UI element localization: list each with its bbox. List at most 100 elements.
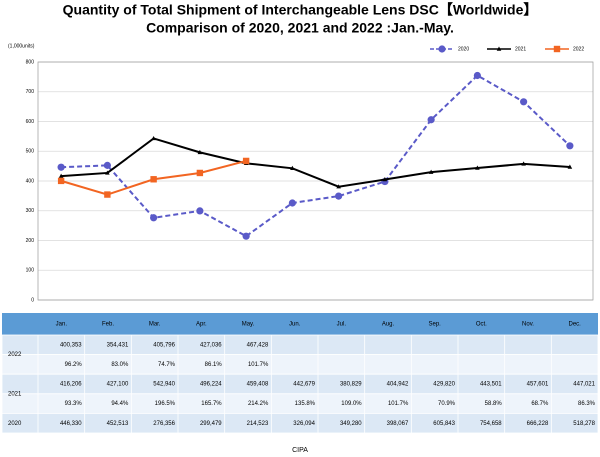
data-point bbox=[475, 165, 480, 170]
y-tick-label: 500 bbox=[26, 149, 35, 155]
data-point bbox=[473, 71, 481, 80]
table-cell: 165.7% bbox=[201, 401, 222, 407]
table-cell: 443,501 bbox=[480, 382, 502, 388]
table-header: Nov. bbox=[522, 322, 534, 328]
table-cell: 214.2% bbox=[248, 401, 269, 407]
table-row-bg bbox=[1, 412, 599, 434]
y-tick-label: 700 bbox=[26, 89, 35, 95]
table-row-bg bbox=[1, 354, 599, 375]
table-header: Sep. bbox=[428, 322, 441, 328]
table-header: Apr. bbox=[196, 322, 207, 328]
data-point bbox=[382, 177, 388, 182]
table-cell: 459,408 bbox=[247, 382, 269, 388]
chart-title: Quantity of Total Shipment of Interchang… bbox=[63, 2, 538, 18]
table-cell: 416,206 bbox=[60, 382, 82, 388]
data-point bbox=[242, 157, 250, 165]
table-cell: 605,843 bbox=[433, 421, 455, 427]
table-cell: 457,601 bbox=[527, 382, 549, 388]
y-tick-label: 600 bbox=[26, 119, 35, 125]
data-point bbox=[335, 192, 343, 200]
table-cell: 101.7% bbox=[388, 401, 409, 407]
table-header: May. bbox=[242, 322, 255, 328]
table-cell: 93.3% bbox=[65, 401, 83, 407]
table-cell: 83.0% bbox=[111, 362, 129, 368]
table-cell: 405,796 bbox=[153, 342, 175, 348]
table-cell: 70.9% bbox=[438, 401, 456, 407]
data-point bbox=[427, 116, 435, 124]
table-cell: 214,523 bbox=[247, 421, 269, 427]
table-cell: 349,280 bbox=[340, 421, 362, 427]
legend-marker bbox=[438, 45, 446, 53]
y-axis-label: (1,000units) bbox=[8, 43, 35, 49]
y-tick-label: 800 bbox=[26, 59, 35, 65]
data-point bbox=[58, 173, 64, 178]
table-cell: 442,679 bbox=[293, 382, 315, 388]
data-point bbox=[521, 161, 526, 166]
legend-label: 2022 bbox=[573, 46, 584, 52]
data-point bbox=[105, 170, 110, 175]
table-cell: 754,658 bbox=[480, 421, 502, 427]
table-cell: 496,224 bbox=[200, 382, 222, 388]
table-header: Aug. bbox=[382, 322, 395, 328]
table-header: Dec. bbox=[568, 322, 581, 328]
row-label: 2020 bbox=[8, 421, 22, 427]
table-cell: 446,330 bbox=[60, 421, 82, 427]
table-cell: 398,067 bbox=[387, 421, 409, 427]
row-label: 2022 bbox=[8, 352, 22, 358]
chart-subtitle: Comparison of 2020, 2021 and 2022 :Jan.-… bbox=[146, 20, 454, 36]
table-cell: 429,820 bbox=[433, 382, 455, 388]
y-tick-label: 400 bbox=[26, 178, 35, 184]
plot-frame bbox=[37, 61, 594, 301]
table-cell: 135.8% bbox=[295, 401, 316, 407]
y-tick-label: 300 bbox=[26, 208, 35, 214]
table-row-bg bbox=[1, 334, 599, 356]
data-point bbox=[336, 184, 341, 189]
data-point bbox=[197, 149, 203, 155]
y-tick-label: 200 bbox=[26, 238, 35, 244]
data-point bbox=[57, 177, 65, 185]
table-header: Jan. bbox=[56, 322, 68, 328]
table-cell: 86.1% bbox=[205, 362, 223, 368]
table-header: Jul. bbox=[337, 322, 347, 328]
footer: CIPA bbox=[292, 447, 308, 454]
table-cell: 452,513 bbox=[107, 421, 129, 427]
table-cell: 542,940 bbox=[153, 382, 175, 388]
table-header: Mar. bbox=[149, 322, 161, 328]
table-cell: 101.7% bbox=[248, 362, 269, 368]
data-point bbox=[567, 164, 573, 169]
table-cell: 404,942 bbox=[387, 382, 409, 388]
data-point bbox=[566, 142, 574, 150]
data-point bbox=[196, 169, 204, 177]
table-cell: 447,021 bbox=[573, 382, 595, 388]
data-point bbox=[196, 207, 204, 215]
data-point bbox=[103, 161, 111, 169]
table-cell: 74.7% bbox=[158, 362, 176, 368]
table-cell: 380,829 bbox=[340, 382, 362, 388]
data-point bbox=[150, 214, 158, 222]
table-cell: 58.8% bbox=[485, 401, 503, 407]
y-tick-label: 0 bbox=[31, 297, 34, 303]
data-point bbox=[57, 163, 65, 171]
table-cell: 299,479 bbox=[200, 421, 222, 427]
data-point bbox=[290, 165, 295, 171]
table-cell: 666,228 bbox=[527, 421, 549, 427]
table-cell: 94.4% bbox=[111, 401, 129, 407]
table-cell: 518,278 bbox=[573, 421, 595, 427]
data-point bbox=[242, 232, 250, 240]
data-point bbox=[150, 176, 157, 183]
table-cell: 467,428 bbox=[247, 342, 269, 348]
table-cell: 427,100 bbox=[107, 382, 129, 388]
y-tick-label: 100 bbox=[26, 268, 35, 274]
table-cell: 276,356 bbox=[153, 421, 175, 427]
row-label: 2021 bbox=[8, 391, 22, 397]
data-point bbox=[428, 169, 434, 174]
table-cell: 96.2% bbox=[65, 362, 83, 368]
data-point bbox=[151, 135, 156, 141]
table-cell: 354,431 bbox=[107, 342, 129, 348]
series-line bbox=[61, 74, 571, 238]
series-line bbox=[61, 137, 570, 188]
table-header: Jun. bbox=[289, 322, 301, 328]
data-point bbox=[288, 199, 296, 207]
table-cell: 326,094 bbox=[293, 421, 315, 427]
